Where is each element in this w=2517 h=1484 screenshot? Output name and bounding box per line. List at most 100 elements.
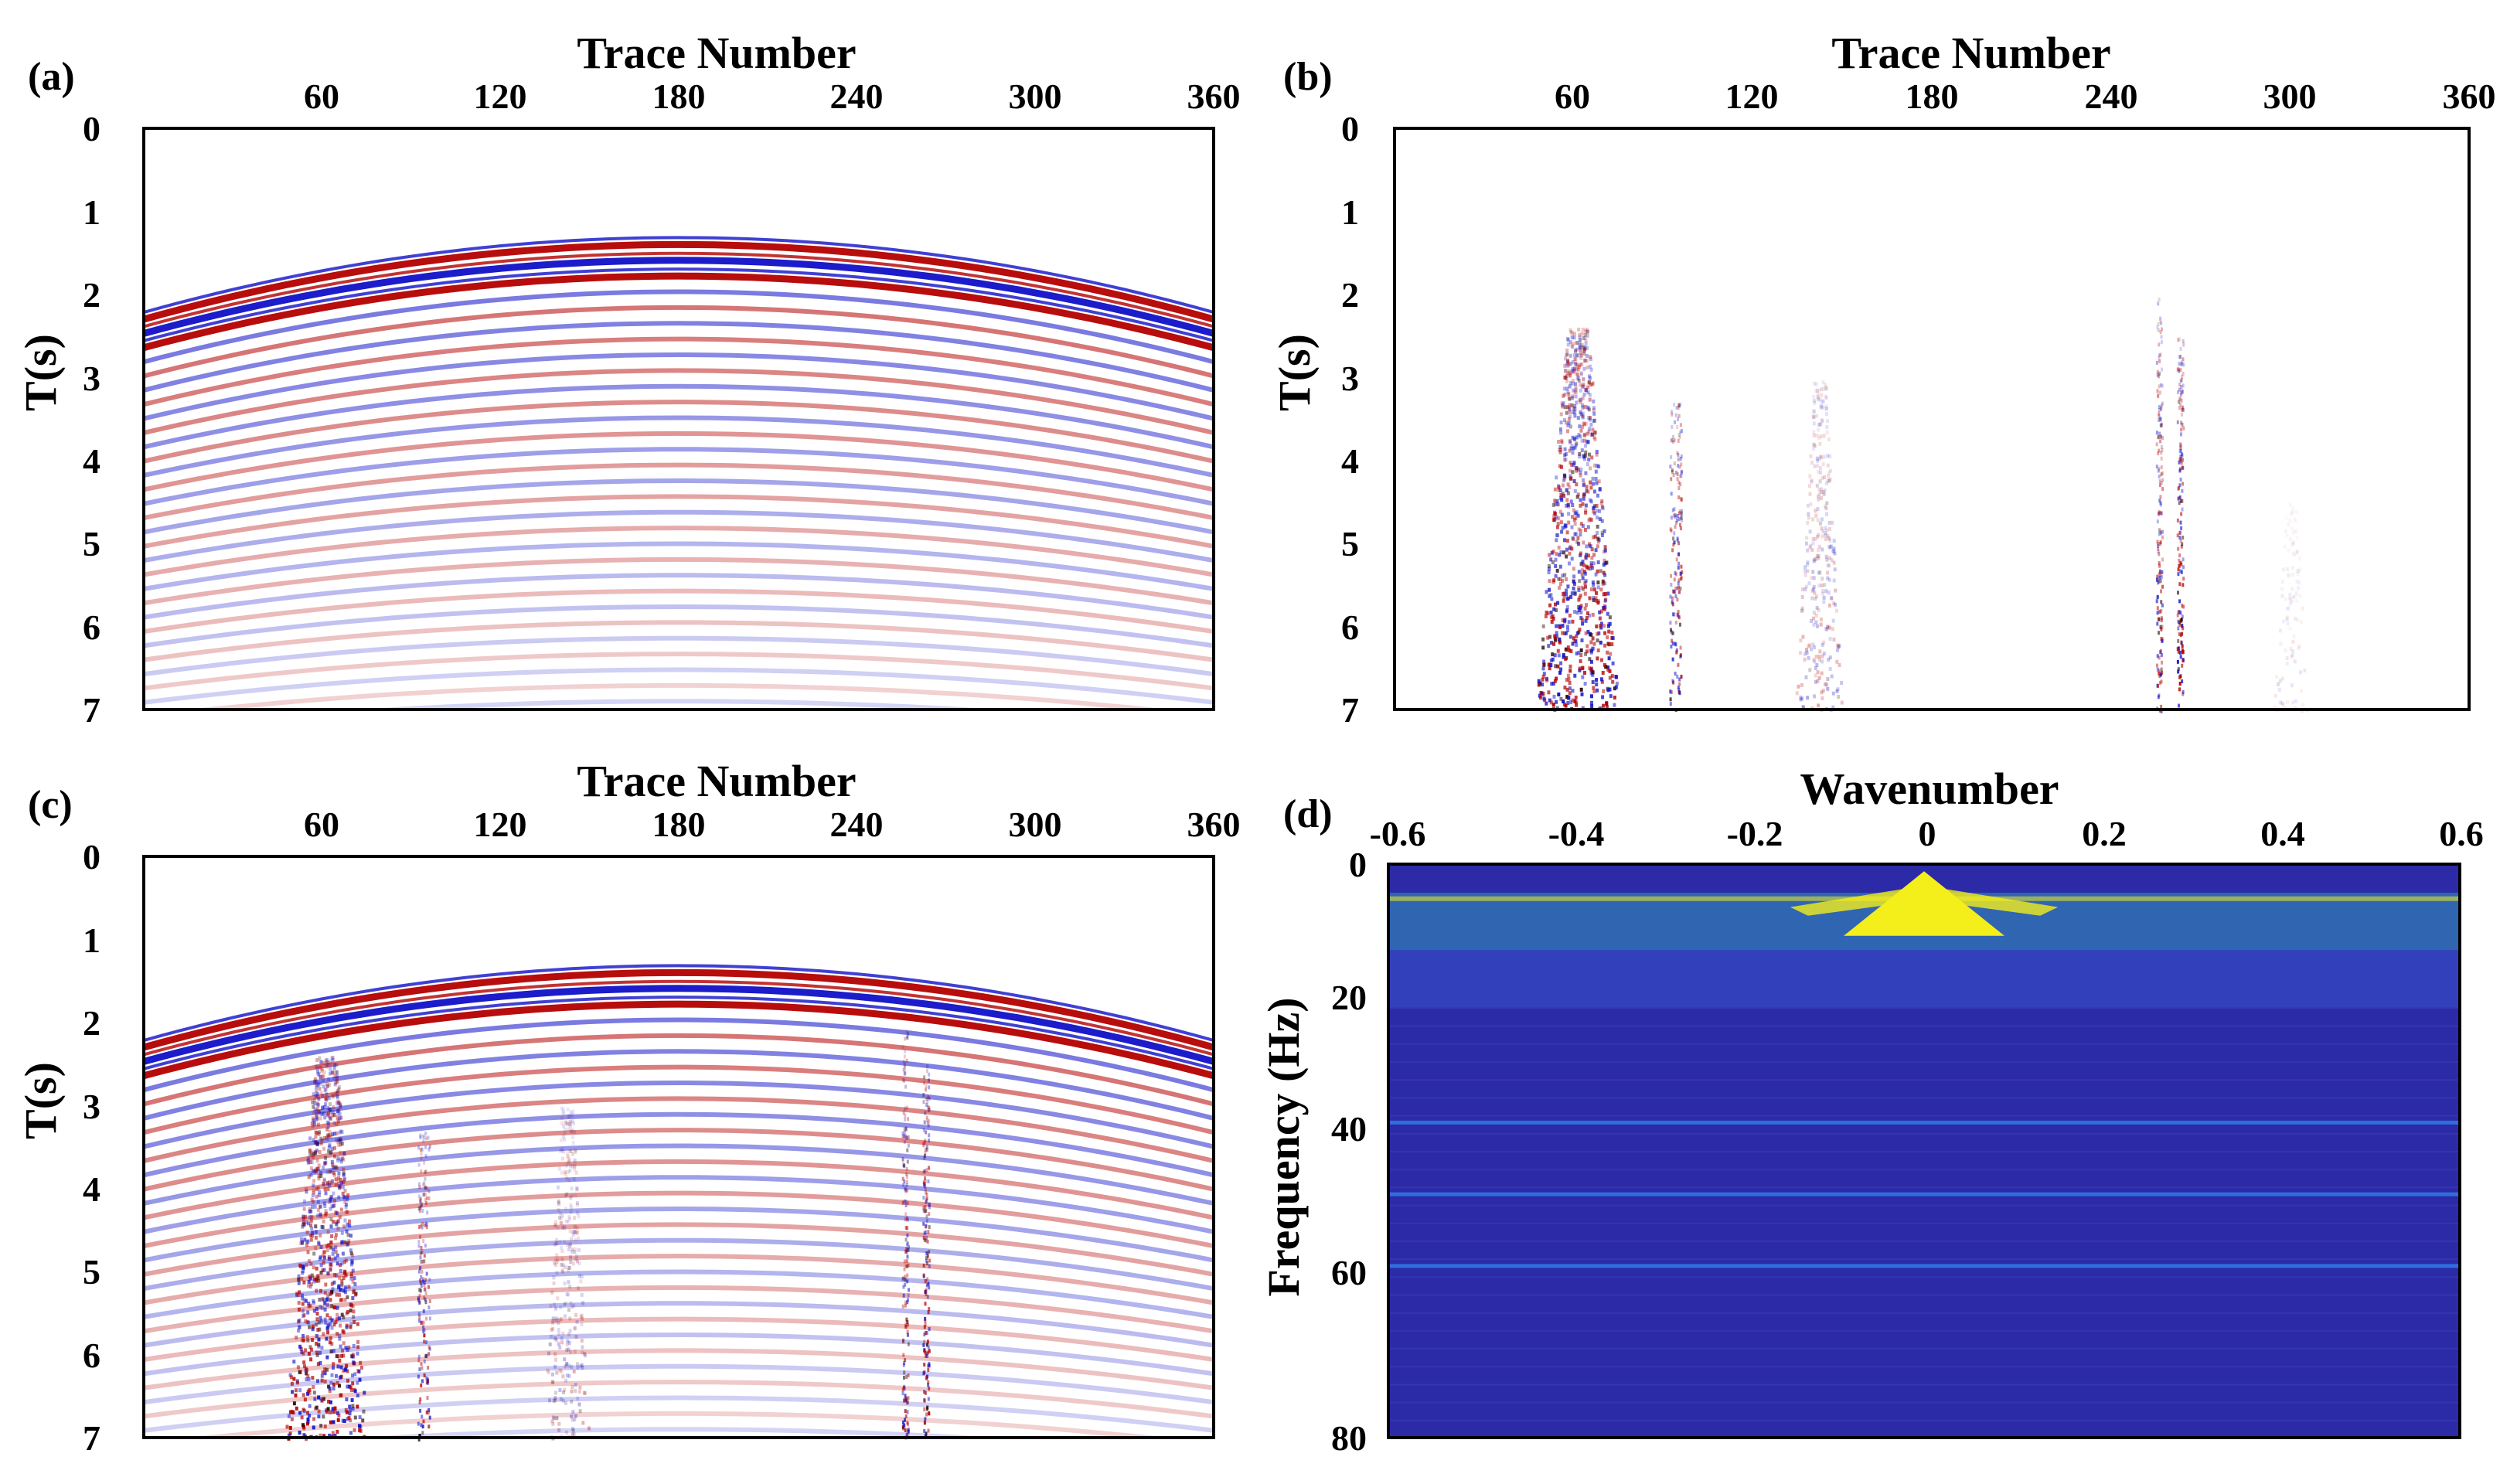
noise-sample (1824, 407, 1828, 411)
noise-sample (331, 1251, 335, 1256)
noise-sample (925, 1214, 928, 1219)
noise-sample (563, 1132, 567, 1136)
noise-sample (1817, 608, 1820, 612)
noise-sample (2160, 451, 2163, 454)
noise-sample (332, 1121, 336, 1125)
noise-sample (1805, 536, 1809, 540)
noise-sample (1579, 473, 1582, 478)
panel-b-y-axis-title: T(s) (1269, 334, 1320, 411)
noise-sample (309, 1357, 313, 1362)
noise-sample (927, 1397, 930, 1401)
noise-sample (2156, 539, 2159, 544)
panel-b-plot-area (1393, 127, 2471, 713)
noise-sample (924, 1139, 927, 1143)
noise-sample (565, 1151, 569, 1156)
noise-sample (924, 1316, 927, 1321)
noise-sample (1565, 410, 1568, 415)
noise-sample (2182, 465, 2185, 470)
noise-sample (1831, 520, 1834, 525)
noise-sample (2160, 575, 2163, 580)
noise-sample (1558, 488, 1562, 492)
noise-sample (417, 1269, 421, 1274)
noise-sample (301, 1241, 305, 1245)
noise-sample (569, 1128, 573, 1133)
noise-sample (1574, 387, 1578, 392)
noise-sample (903, 1199, 906, 1203)
noise-sample (2279, 642, 2283, 646)
noise-sample (2294, 699, 2297, 703)
noise-sample (1582, 345, 1585, 350)
noise-sample (1817, 584, 1821, 588)
noise-sample (1672, 473, 1675, 478)
noise-sample (550, 1334, 553, 1339)
noise-sample (349, 1276, 353, 1281)
noise-sample (295, 1380, 299, 1385)
noise-sample (1565, 695, 1569, 699)
noise-sample (1806, 563, 1810, 567)
noise-sample (1677, 486, 1681, 490)
noise-sample (322, 1225, 325, 1230)
noise-sample (320, 1060, 324, 1064)
noise-sample (2179, 611, 2182, 615)
noise-sample (1589, 518, 1593, 522)
noise-sample (1563, 525, 1567, 529)
noise-sample (1824, 682, 1827, 686)
panel-a-label: (a) (28, 55, 75, 99)
noise-sample (1581, 621, 1585, 626)
noise-sample (424, 1197, 427, 1202)
noise-sample (315, 1334, 318, 1338)
noise-sample (318, 1081, 322, 1086)
noise-sample (573, 1162, 577, 1167)
noise-sample (1670, 574, 1672, 578)
noise-sample (1589, 632, 1593, 637)
noise-sample (902, 1339, 904, 1344)
noise-sample (1820, 654, 1824, 659)
noise-sample (903, 1361, 906, 1365)
noise-sample (321, 1105, 325, 1110)
noise-sample (360, 1366, 363, 1370)
noise-sample (566, 1292, 570, 1297)
noise-sample (312, 1122, 316, 1127)
noise-sample (901, 1391, 904, 1396)
noise-sample (421, 1134, 424, 1139)
noise-sample (314, 1130, 318, 1135)
noise-sample (1671, 638, 1674, 643)
noise-sample (287, 1433, 291, 1438)
noise-sample (926, 1099, 929, 1104)
noise-sample (904, 1187, 908, 1192)
noise-sample (419, 1196, 422, 1201)
panel-c-ytick-2: 2 (83, 1003, 100, 1043)
noise-sample (1826, 454, 1830, 458)
noise-sample (318, 1060, 322, 1064)
noise-sample (1609, 652, 1613, 656)
noise-sample (1585, 329, 1589, 334)
noise-sample (2181, 465, 2184, 470)
reflection-event (144, 1190, 1214, 1249)
noise-sample (2180, 459, 2183, 464)
noise-sample (2177, 546, 2180, 551)
noise-sample (2291, 572, 2294, 577)
noise-sample (419, 1408, 422, 1413)
noise-sample (563, 1226, 567, 1230)
noise-sample (905, 1317, 908, 1322)
panel-b-xtick-360: 360 (2443, 77, 2496, 116)
noise-sample (552, 1275, 556, 1280)
noise-sample (336, 1411, 339, 1415)
noise-sample (555, 1271, 559, 1275)
noise-sample (1611, 661, 1615, 665)
noise-sample (349, 1271, 353, 1276)
noise-sample (573, 1350, 577, 1354)
noise-sample (1806, 569, 1810, 574)
noise-sample (1587, 407, 1591, 412)
noise-sample (1566, 584, 1570, 589)
noise-sample (331, 1431, 335, 1435)
noise-sample (2179, 454, 2182, 459)
noise-sample (904, 1322, 908, 1327)
noise-sample (567, 1265, 570, 1270)
noise-sample (1587, 518, 1591, 522)
noise-sample (335, 1380, 339, 1385)
noise-sample (302, 1297, 306, 1302)
noise-sample (2158, 353, 2161, 358)
noise-sample (923, 1075, 926, 1080)
noise-sample (311, 1100, 315, 1104)
